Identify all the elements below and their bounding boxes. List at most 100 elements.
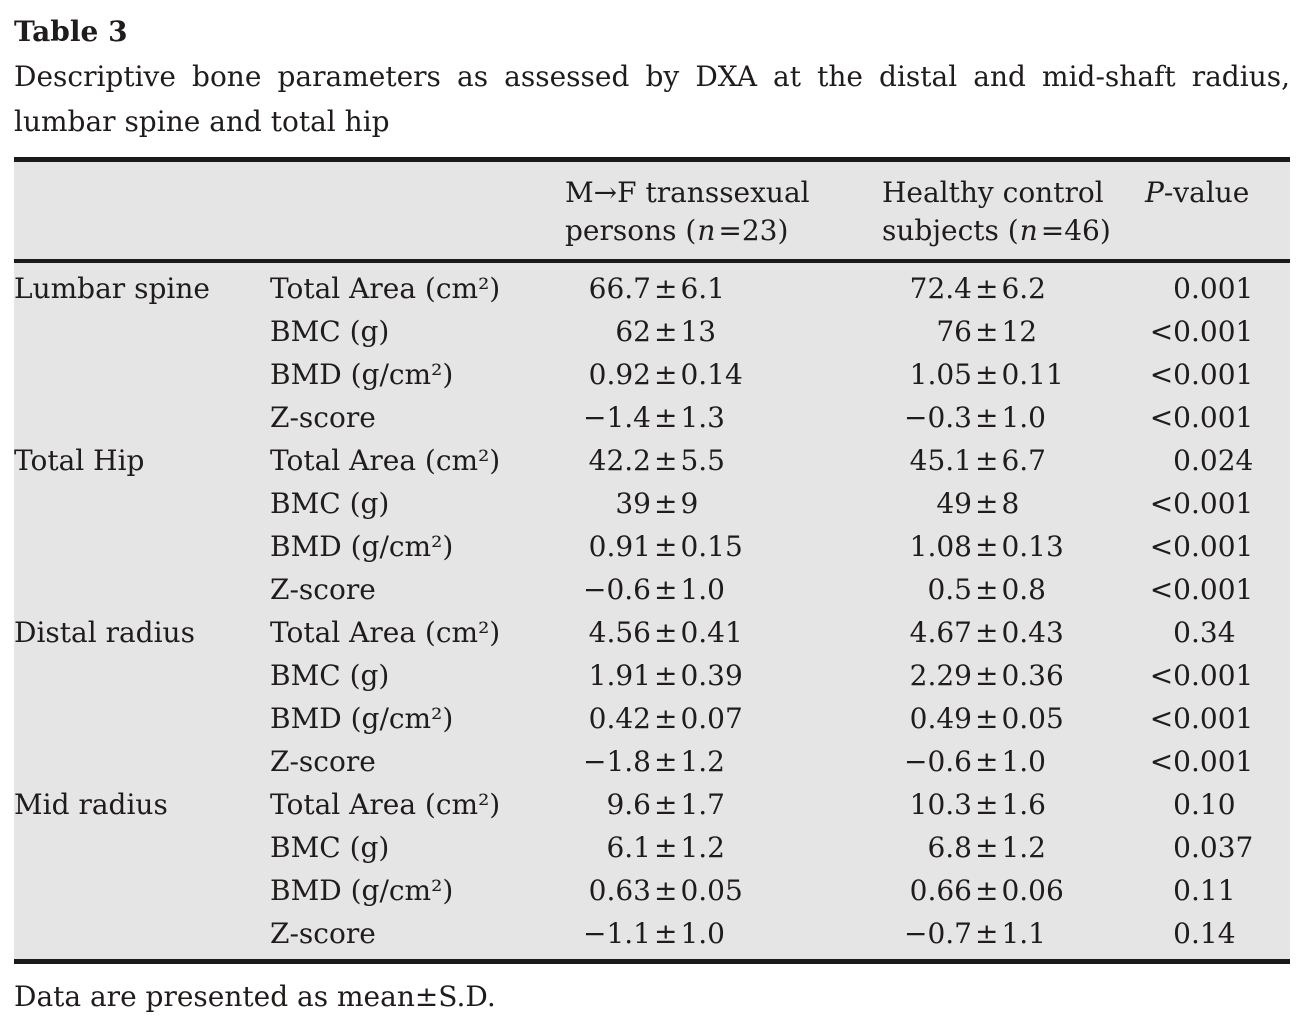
col-header-region (14, 174, 270, 250)
table-row: Distal radius Total Area (cm²) 4.56 ±0.41 4.… (14, 611, 1290, 654)
table-label: Table 3 (14, 15, 128, 48)
p-value-cell: <0.001 (1149, 401, 1254, 434)
table-row: BMD (g/cm²) 0.91 ±0.15 1.08 ±0.13 <0.001 (14, 525, 1290, 568)
n-symbol: n (697, 214, 716, 247)
table-row: BMC (g) 1.91 ±0.39 2.29 ±0.36 <0.001 (14, 654, 1290, 697)
value-cell-control: 1.08 ±0.13 (909, 530, 1064, 563)
p-value-cell: <0.001 (1149, 530, 1254, 563)
table-row: BMD (g/cm²) 0.92 ±0.14 1.05 ±0.11 <0.001 (14, 353, 1290, 396)
value-cell-mtf: −1.1 ±1.0 (583, 917, 725, 950)
col-header-mtf-line1: M→F transsexual (565, 176, 810, 209)
p-value-cell: <0.001 (1149, 358, 1254, 391)
table-body: Lumbar spine Total Area (cm²) 66.7 ±6.1 72.4… (14, 263, 1290, 959)
value-cell-mtf: 4.56 ±0.41 (588, 616, 743, 649)
p-value-cell: 0.037 (1173, 831, 1254, 864)
parameter-cell: BMD (g/cm²) (270, 702, 454, 735)
p-value-cell: 0.001 (1173, 272, 1254, 305)
table-row: BMD (g/cm²) 0.42 ±0.07 0.49 ±0.05 <0.001 (14, 697, 1290, 740)
value-cell-control: 76 ±12 (936, 315, 1038, 348)
value-cell-control: 45.1 ±6.7 (909, 444, 1046, 477)
p-value-cell: 0.10 (1173, 788, 1236, 821)
footnote: Data are presented as mean±S.D. (14, 980, 496, 1013)
value-cell-mtf: 39 ±9 (615, 487, 699, 520)
region-cell (14, 826, 270, 869)
region-cell (14, 697, 270, 740)
p-value-cell: <0.001 (1149, 573, 1254, 606)
col-header-control-line1: Healthy control (882, 176, 1104, 209)
value-cell-mtf: −1.4 ±1.3 (583, 401, 725, 434)
parameter-cell: Z-score (270, 917, 376, 950)
region-cell (14, 740, 270, 783)
parameter-cell: BMC (g) (270, 659, 390, 692)
parameter-cell: Total Area (cm²) (270, 444, 501, 477)
parameter-cell: Total Area (cm²) (270, 788, 501, 821)
region-cell (14, 568, 270, 611)
region-cell (14, 654, 270, 697)
parameter-cell: BMD (g/cm²) (270, 874, 454, 907)
region-cell (14, 310, 270, 353)
parameter-cell: Total Area (cm²) (270, 272, 501, 305)
region-cell (14, 912, 270, 955)
table-row: Z-score −0.6 ±1.0 0.5 ±0.8 <0.001 (14, 568, 1290, 611)
value-cell-mtf: 62 ±13 (615, 315, 717, 348)
p-value-cell: 0.11 (1173, 874, 1236, 907)
value-cell-control: 4.67 ±0.43 (909, 616, 1064, 649)
value-cell-control: 49 ±8 (936, 487, 1020, 520)
value-cell-mtf: 66.7 ±6.1 (588, 272, 725, 305)
value-cell-control: 0.49 ±0.05 (909, 702, 1064, 735)
value-cell-mtf: 42.2 ±5.5 (588, 444, 725, 477)
p-value-cell: 0.14 (1173, 917, 1236, 950)
col-header-mtf: M→F transsexual persons (n =23) (565, 174, 882, 250)
parameter-cell: BMC (g) (270, 487, 390, 520)
table-row: Mid radius Total Area (cm²) 9.6 ±1.7 10.3 ±1.… (14, 783, 1290, 826)
value-cell-mtf: −1.8 ±1.2 (583, 745, 725, 778)
p-value-cell: <0.001 (1149, 315, 1254, 348)
value-cell-control: −0.6 ±1.0 (904, 745, 1046, 778)
col-header-control-line2: subjects (n =46) (882, 214, 1111, 247)
col-header-pvalue: P-value (1145, 176, 1250, 209)
value-cell-control: −0.3 ±1.0 (904, 401, 1046, 434)
value-cell-control: 2.29 ±0.36 (909, 659, 1064, 692)
table-caption: Descriptive bone parameters as assessed … (14, 60, 1290, 138)
region-cell: Mid radius (14, 788, 168, 821)
table-row: BMC (g) 39 ±9 49 ±8 <0.001 (14, 482, 1290, 525)
parameter-cell: Z-score (270, 573, 376, 606)
p-value-cell: 0.34 (1173, 616, 1236, 649)
p-value-cell: <0.001 (1149, 487, 1254, 520)
table-row: BMC (g) 62 ±13 76 ±12 <0.001 (14, 310, 1290, 353)
value-cell-mtf: 0.92 ±0.14 (588, 358, 743, 391)
value-cell-control: 1.05 ±0.11 (909, 358, 1064, 391)
region-cell (14, 482, 270, 525)
parameter-cell: BMD (g/cm²) (270, 358, 454, 391)
region-cell: Lumbar spine (14, 272, 210, 305)
region-cell: Total Hip (14, 444, 145, 477)
table-row: Lumbar spine Total Area (cm²) 66.7 ±6.1 72.4… (14, 267, 1290, 310)
p-value-cell: <0.001 (1149, 659, 1254, 692)
parameter-cell: BMC (g) (270, 315, 390, 348)
value-cell-control: 72.4 ±6.2 (909, 272, 1046, 305)
p-symbol: P (1145, 176, 1164, 209)
region-cell (14, 396, 270, 439)
table-row: BMC (g) 6.1 ±1.2 6.8 ±1.2 0.037 (14, 826, 1290, 869)
table-row: Z-score −1.8 ±1.2 −0.6 ±1.0 <0.001 (14, 740, 1290, 783)
value-cell-mtf: 0.91 ±0.15 (588, 530, 743, 563)
table-header: M→F transsexual persons (n =23) Healthy c… (14, 162, 1290, 263)
col-header-parameter (270, 174, 565, 250)
col-header-control: Healthy control subjects (n =46) (882, 174, 1145, 250)
parameter-cell: Total Area (cm²) (270, 616, 501, 649)
value-cell-control: 10.3 ±1.6 (909, 788, 1046, 821)
value-cell-control: 0.5 ±0.8 (927, 573, 1046, 606)
parameter-cell: Z-score (270, 401, 376, 434)
region-cell (14, 869, 270, 912)
n-symbol: n (1019, 214, 1038, 247)
value-cell-mtf: 1.91 ±0.39 (588, 659, 743, 692)
value-cell-control: −0.7 ±1.1 (904, 917, 1046, 950)
p-value-cell: <0.001 (1149, 745, 1254, 778)
parameter-cell: Z-score (270, 745, 376, 778)
value-cell-mtf: −0.6 ±1.0 (583, 573, 725, 606)
value-cell-control: 0.66 ±0.06 (909, 874, 1064, 907)
region-cell (14, 353, 270, 396)
col-header-mtf-line2: persons (n =23) (565, 214, 789, 247)
value-cell-mtf: 0.63 ±0.05 (588, 874, 743, 907)
